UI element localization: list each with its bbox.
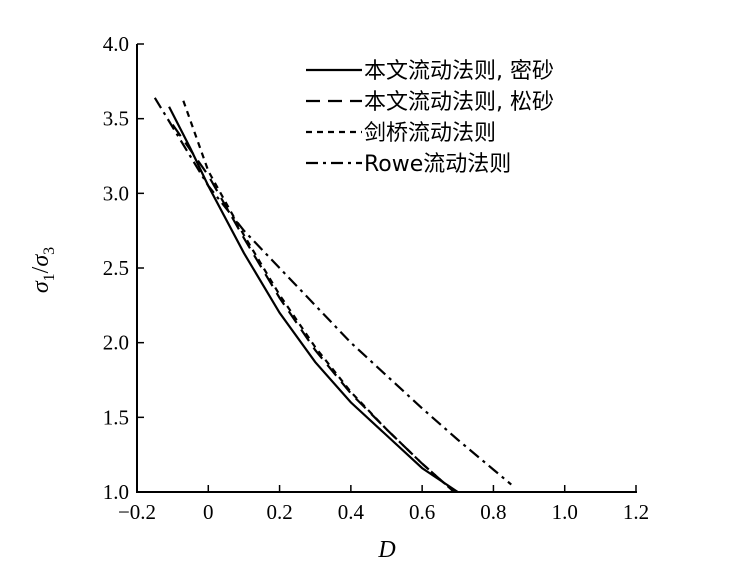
legend-label: 本文流动法则, 密砂	[364, 59, 554, 84]
y-tick-label: 2.0	[103, 331, 129, 355]
x-tick-label: 0	[203, 500, 214, 524]
x-tick-label: 0.4	[338, 500, 365, 524]
y-tick-label: 1.5	[103, 405, 129, 429]
legend-label: 本文流动法则, 松砂	[364, 90, 554, 115]
x-tick-label: 0.6	[409, 500, 435, 524]
x-tick-label: 0.2	[266, 500, 292, 524]
x-axis-label: D	[377, 537, 395, 563]
y-tick-label: 1.0	[103, 480, 129, 504]
series-line-2	[182, 100, 455, 493]
legend-label: 剑桥流动法则	[364, 121, 496, 146]
legend-label: Rowe流动法则	[364, 152, 511, 177]
svg-text:σ1/σ3: σ1/σ3	[28, 247, 58, 293]
y-tick-label: 3.5	[103, 107, 129, 131]
x-tick-label: 1.0	[552, 500, 578, 524]
x-tick-label: −0.2	[118, 500, 156, 524]
series-line-1	[171, 124, 455, 493]
y-axis-label: σ1/σ3	[28, 247, 58, 293]
y-tick-label: 3.0	[103, 181, 129, 205]
x-tick-label: 0.8	[480, 500, 506, 524]
y-tick-label: 2.5	[103, 256, 129, 280]
series-line-0	[168, 106, 459, 493]
y-tick-label: 4.0	[103, 32, 129, 56]
series-line-3	[153, 97, 512, 486]
x-tick-label: 1.2	[623, 500, 649, 524]
